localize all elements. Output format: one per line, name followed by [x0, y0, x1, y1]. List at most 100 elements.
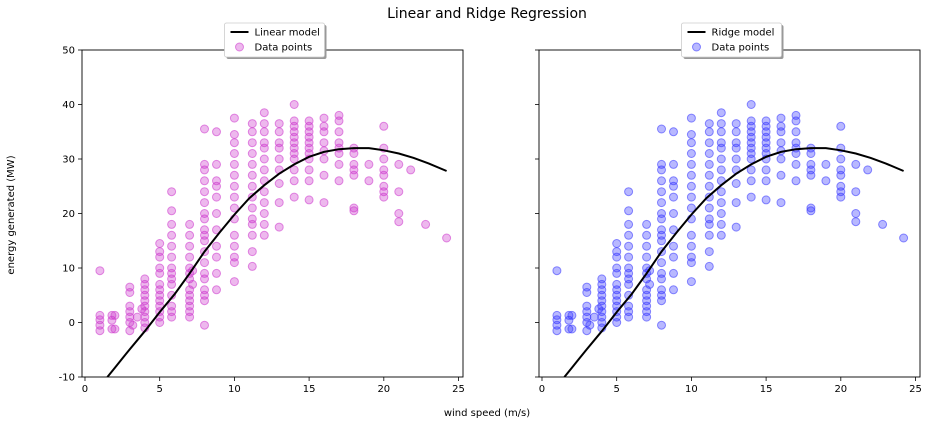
- right-data-point: [624, 187, 634, 197]
- left-data-point: [185, 219, 195, 229]
- left-data-point: [95, 266, 105, 276]
- right-data-point: [612, 239, 622, 248]
- right-data-point: [716, 119, 726, 129]
- right-data-point: [851, 159, 861, 169]
- left-data-point: [319, 121, 329, 131]
- right-data-point: [806, 159, 816, 169]
- left-data-point: [274, 222, 284, 232]
- left-data-point: [247, 138, 257, 148]
- right-data-point: [669, 225, 678, 235]
- right-data-point: [704, 170, 714, 180]
- right-data-point: [704, 119, 714, 129]
- left-legend-point-swatch: [235, 42, 244, 52]
- left-data-point: [229, 277, 239, 287]
- left-data-point: [200, 285, 209, 295]
- right-model-line: [563, 147, 904, 377]
- left-data-point: [155, 247, 165, 257]
- left-legend-model-label: Linear model: [255, 28, 320, 39]
- right-data-point: [564, 324, 574, 334]
- left-data-point: [167, 252, 177, 262]
- right-data-point: [552, 310, 562, 320]
- left-data-point: [334, 176, 344, 186]
- left-data-point: [167, 263, 177, 273]
- right-data-point: [704, 149, 714, 158]
- right-data-point: [704, 247, 714, 257]
- right-data-point: [642, 230, 652, 240]
- right-data-point: [657, 209, 666, 218]
- left-data-point: [304, 116, 314, 126]
- right-data-point: [746, 176, 756, 186]
- left-data-point: [247, 247, 257, 257]
- right-data-point: [642, 252, 652, 262]
- right-data-point: [585, 320, 595, 330]
- right-axes-frame: [538, 49, 921, 378]
- left-data-point: [212, 268, 221, 278]
- left-data-point: [247, 214, 257, 224]
- right-data-point: [776, 198, 786, 208]
- left-data-point: [212, 159, 221, 169]
- right-data-point: [669, 285, 678, 295]
- right-data-point: [716, 230, 726, 240]
- right-data-point: [836, 154, 846, 164]
- right-data-point: [657, 187, 666, 197]
- left-data-point: [110, 310, 120, 320]
- left-data-point: [200, 258, 209, 268]
- left-data-point: [229, 159, 239, 169]
- right-data-point: [761, 195, 771, 205]
- right-data-point: [669, 127, 678, 137]
- left-y-tick-label: 50: [62, 46, 75, 57]
- left-data-point: [349, 159, 359, 169]
- left-data-point: [334, 110, 344, 120]
- right-data-point: [704, 203, 714, 213]
- right-data-point: [657, 258, 666, 268]
- right-data-point: [612, 279, 622, 289]
- right-legend-model-label: Ridge model: [712, 28, 775, 39]
- right-x-tick-label: 5: [614, 384, 620, 395]
- left-data-point: [274, 127, 284, 137]
- right-data-point: [642, 285, 652, 295]
- left-data-point: [167, 206, 177, 216]
- left-data-point: [229, 203, 239, 213]
- right-data-point: [582, 301, 592, 311]
- right-data-point: [589, 312, 599, 322]
- left-data-point: [349, 206, 359, 216]
- left-data-point: [125, 282, 135, 292]
- right-data-point: [716, 165, 726, 175]
- left-data-point: [229, 138, 239, 148]
- left-data-point: [229, 113, 239, 123]
- left-data-point: [259, 108, 269, 118]
- right-data-point: [612, 263, 622, 273]
- right-data-point: [624, 301, 634, 311]
- right-data-point: [704, 138, 714, 148]
- right-data-point: [791, 176, 801, 186]
- left-data-point: [200, 209, 209, 218]
- right-data-point: [791, 127, 801, 137]
- left-data-point: [379, 154, 389, 164]
- right-data-point: [657, 176, 666, 186]
- left-y-tick-label: 20: [62, 209, 75, 220]
- left-data-point: [200, 124, 209, 134]
- right-data-point: [657, 320, 666, 330]
- left-model-line: [106, 147, 447, 377]
- left-data-point: [107, 324, 117, 334]
- left-data-point: [155, 279, 165, 289]
- right-data-point: [624, 263, 634, 273]
- right-data-point: [821, 159, 831, 169]
- left-data-point: [212, 241, 221, 251]
- left-data-point: [229, 192, 239, 202]
- right-data-point: [761, 165, 771, 175]
- left-data-point: [289, 192, 299, 202]
- right-data-point: [657, 225, 666, 235]
- left-data-point: [379, 181, 389, 191]
- left-data-point: [229, 130, 239, 139]
- right-data-point: [851, 217, 861, 227]
- left-y-tick-label: -10: [59, 373, 75, 384]
- right-data-point: [686, 203, 696, 213]
- left-data-point: [259, 138, 269, 148]
- left-data-point: [364, 176, 374, 186]
- right-data-point: [686, 159, 696, 169]
- left-data-point: [200, 198, 209, 208]
- right-data-point: [624, 252, 634, 262]
- left-data-point: [200, 225, 209, 235]
- right-data-point: [552, 266, 562, 276]
